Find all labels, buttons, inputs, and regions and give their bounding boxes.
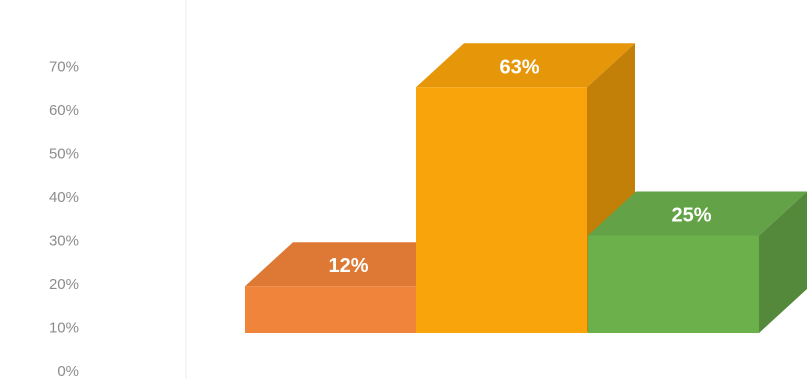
y-tick-label: 60% [49,102,79,119]
bar-front-face [245,286,416,333]
bar-front-face [416,87,587,333]
y-tick-label: 20% [49,276,79,293]
bar-top-face [245,242,464,287]
y-axis-ticks: 0% 10% 20% 30% 40% 50% 60% 70% [49,59,79,379]
bars: 12% 63% 25% [245,43,807,334]
bar-front-face [588,235,759,333]
bar-top-face [416,43,635,88]
bar-data-label: 63% [499,56,539,78]
bar-top-face [588,191,807,236]
bar-data-label: 25% [671,205,711,227]
bar-data-label: 12% [328,255,368,277]
y-tick-label: 50% [49,146,79,163]
y-tick-label: 10% [49,320,79,337]
y-tick-label: 0% [57,363,79,379]
y-tick-label: 30% [49,233,79,250]
y-tick-label: 40% [49,189,79,206]
bar-side-face [759,191,807,333]
y-tick-label: 70% [49,59,79,76]
bar: 25% [588,191,807,333]
